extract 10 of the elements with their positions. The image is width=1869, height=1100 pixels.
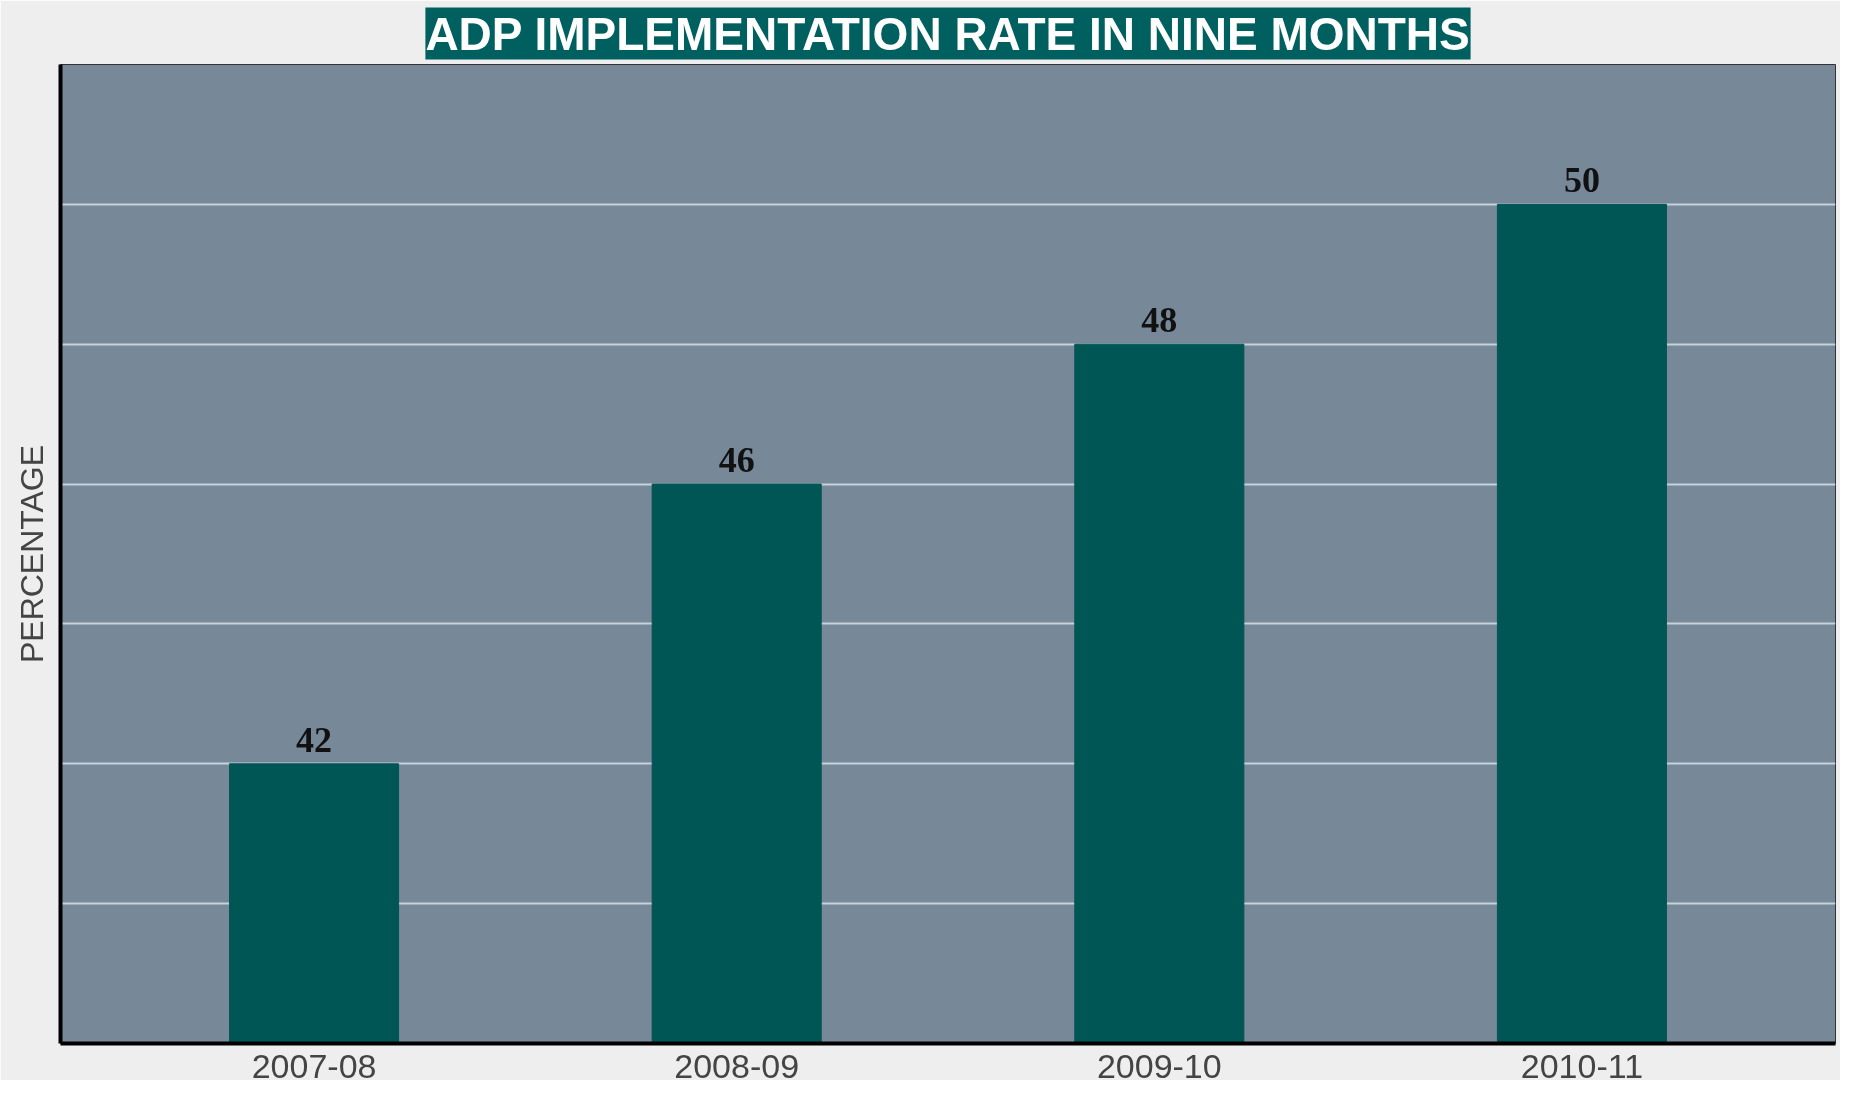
- x-tick-label: 2007-08: [251, 1046, 377, 1085]
- data-label: 50: [1563, 160, 1600, 201]
- x-tick-label: 2010-11: [1520, 1046, 1644, 1085]
- data-label: 42: [296, 719, 333, 760]
- x-tick-label: 2008-09: [674, 1046, 800, 1085]
- data-label: 48: [1141, 300, 1178, 341]
- x-tick-label: 2009-10: [1096, 1046, 1222, 1085]
- data-label: 46: [718, 440, 755, 481]
- chart-title: ADP IMPLEMENTATION RATE IN NINE MONTHS: [425, 7, 1470, 60]
- y-axis-title: PERCENTAGE: [13, 444, 50, 664]
